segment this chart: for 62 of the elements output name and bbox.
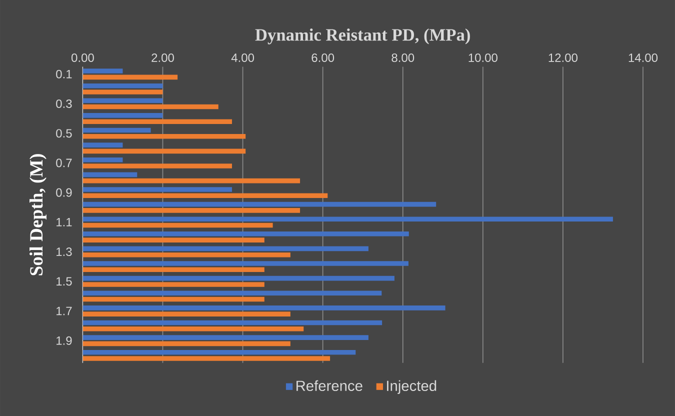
x-tick-label: 2.00: [152, 53, 174, 62]
bar: [82, 350, 356, 355]
bar: [82, 356, 330, 361]
bar: [82, 193, 328, 198]
x-tick-label: 10.00: [468, 53, 498, 62]
bar: [82, 119, 232, 124]
bar: [82, 142, 123, 148]
y-tick-label: 1.3: [56, 247, 72, 256]
bar: [82, 252, 290, 258]
bar: [82, 83, 163, 88]
bar: [82, 282, 264, 287]
y-tick-label: 0.7: [56, 158, 72, 168]
y-tick-label: 1.1: [56, 218, 72, 226]
y-tick-label: 0.9: [56, 188, 72, 197]
bar: [82, 202, 436, 207]
bar: [82, 222, 273, 228]
y-tick-label: 0.5: [56, 128, 72, 138]
bar: [82, 148, 246, 154]
y-tick-label: 1.5: [56, 277, 72, 286]
bar: [82, 157, 123, 162]
bar: [82, 128, 151, 133]
bar: [82, 290, 382, 296]
x-tick-label: 6.00: [312, 53, 334, 62]
bar: [82, 104, 218, 110]
bar: [82, 261, 408, 266]
bar: [82, 74, 178, 80]
bar: [82, 296, 264, 302]
bar: [82, 68, 123, 74]
x-tick-label: 0.00: [71, 53, 94, 62]
bar: [82, 89, 163, 94]
x-tick-label: 4.00: [231, 53, 254, 62]
bar: [82, 305, 446, 310]
bar: [82, 231, 409, 236]
bar: [82, 186, 232, 192]
bar: [82, 208, 300, 213]
bar: [82, 172, 138, 177]
bar: [82, 134, 246, 139]
legend-label: Injected: [387, 380, 436, 394]
bar: [82, 216, 613, 222]
y-tick-label: 0.3: [56, 99, 72, 108]
y-tick-label: 1.9: [56, 336, 72, 345]
x-tick-label: 8.00: [392, 53, 414, 62]
bar: [82, 335, 368, 340]
legend-label: Reference: [296, 380, 362, 391]
bar: [82, 164, 232, 168]
x-axis-title: Dynamic Reistant PD, (MPa): [255, 28, 470, 44]
y-tick-label: 0.1: [56, 70, 72, 78]
x-tick-label: 12.00: [548, 53, 578, 62]
y-tick-label: 1.7: [56, 306, 72, 316]
bar: [82, 267, 264, 272]
bar: [82, 112, 163, 118]
bar: [82, 276, 394, 281]
bar: [82, 341, 290, 346]
bar: [82, 246, 368, 252]
bar: [82, 98, 163, 103]
x-tick-label: 14.00: [628, 53, 658, 62]
bar: [82, 320, 382, 326]
bar: [82, 312, 290, 316]
bar: [82, 238, 264, 242]
y-axis-title: Soil Depth, (M): [30, 154, 46, 276]
bar: [82, 326, 304, 332]
bar: [82, 178, 300, 184]
